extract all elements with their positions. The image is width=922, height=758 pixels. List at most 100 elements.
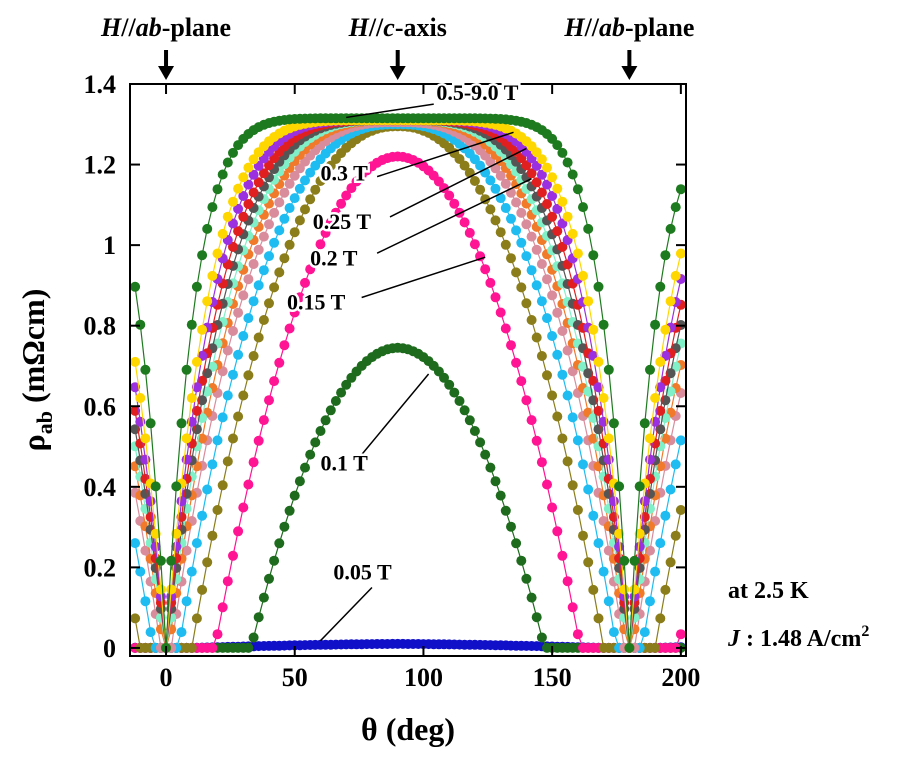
data-point [305, 167, 316, 178]
x-tick-label: 0 [160, 663, 173, 692]
data-point [459, 160, 470, 171]
data-point [140, 364, 151, 375]
data-point [166, 584, 177, 595]
data-point [197, 433, 208, 444]
data-point [598, 566, 609, 577]
arrow-down-icon [158, 66, 175, 80]
data-point [176, 418, 187, 429]
data-point [233, 183, 244, 194]
data-point [150, 528, 161, 539]
curve-labels: 0.5-9.0 T 0.3 T 0.25 T 0.2 T 0.15 T 0.1 T 0.05… [285, 78, 532, 642]
data-point [243, 162, 254, 173]
data-point [665, 368, 676, 379]
data-point [552, 183, 563, 194]
data-point [660, 584, 671, 595]
data-point [567, 480, 578, 491]
data-point [598, 393, 609, 403]
data-point [490, 215, 501, 226]
data-point [341, 190, 352, 201]
data-point [660, 433, 671, 444]
data-point [511, 225, 522, 236]
data-point [310, 437, 321, 448]
data-point [269, 376, 280, 387]
data-point [279, 253, 290, 264]
data-point [320, 415, 331, 426]
data-point [186, 393, 197, 403]
data-point [557, 147, 568, 158]
data-point [130, 356, 141, 367]
data-point [670, 530, 681, 541]
data-point [511, 197, 522, 208]
curve-leader-line [346, 103, 434, 119]
curve-leader-line [389, 147, 527, 218]
data-point [593, 382, 604, 393]
data-point [258, 231, 269, 242]
data-point [536, 259, 547, 269]
data-point [202, 557, 213, 568]
data-point [264, 251, 274, 262]
data-point [336, 387, 347, 398]
data-point [274, 357, 285, 368]
data-point [243, 370, 254, 381]
data-point [140, 545, 151, 556]
data-point [454, 396, 465, 406]
data-point [490, 183, 501, 194]
data-point [253, 612, 264, 623]
data-point [578, 202, 588, 213]
data-point [279, 213, 290, 224]
data-point [258, 415, 269, 426]
data-point [645, 596, 655, 607]
data-point [248, 632, 259, 643]
data-point [639, 496, 650, 507]
data-point [490, 476, 501, 487]
data-point [212, 435, 223, 446]
data-point [572, 435, 583, 446]
data-point [536, 296, 547, 307]
data-point [531, 244, 542, 255]
data-point [645, 454, 655, 465]
direction-symbol: c [383, 13, 395, 42]
data-series [130, 113, 686, 653]
data-point [588, 324, 599, 335]
data-point [258, 315, 269, 325]
data-point [459, 217, 470, 228]
data-point [243, 179, 254, 190]
data-point [212, 248, 223, 259]
data-point [439, 372, 449, 383]
data-point [264, 160, 274, 171]
data-point [665, 484, 676, 495]
curve-leader-line [319, 586, 373, 642]
data-point [495, 227, 506, 238]
data-point [557, 326, 568, 336]
data-point [500, 505, 511, 516]
data-point [222, 456, 233, 467]
curve-leader-line [376, 131, 514, 178]
data-point [536, 632, 547, 643]
data-point [670, 642, 681, 653]
data-point [310, 251, 321, 262]
y-tick-label: 0 [103, 634, 116, 663]
field-symbol: H [563, 13, 585, 42]
data-point [181, 596, 192, 607]
data-point [300, 204, 310, 215]
data-point [300, 462, 310, 473]
data-point [300, 175, 310, 186]
data-point [145, 496, 156, 507]
data-point [526, 315, 537, 325]
data-point [547, 191, 558, 201]
data-point [197, 250, 208, 261]
data-point [521, 219, 532, 230]
data-point [315, 239, 326, 250]
data-point [536, 351, 547, 361]
data-point [202, 484, 213, 495]
direction-suffix: -axis [395, 13, 447, 42]
data-point [552, 140, 563, 151]
data-point [506, 213, 516, 224]
data-point [655, 382, 666, 393]
data-point [197, 584, 208, 595]
x-tick-label: 150 [533, 663, 572, 692]
data-point [495, 193, 506, 204]
data-point [608, 418, 619, 429]
data-point [500, 178, 511, 189]
data-point [593, 281, 604, 292]
